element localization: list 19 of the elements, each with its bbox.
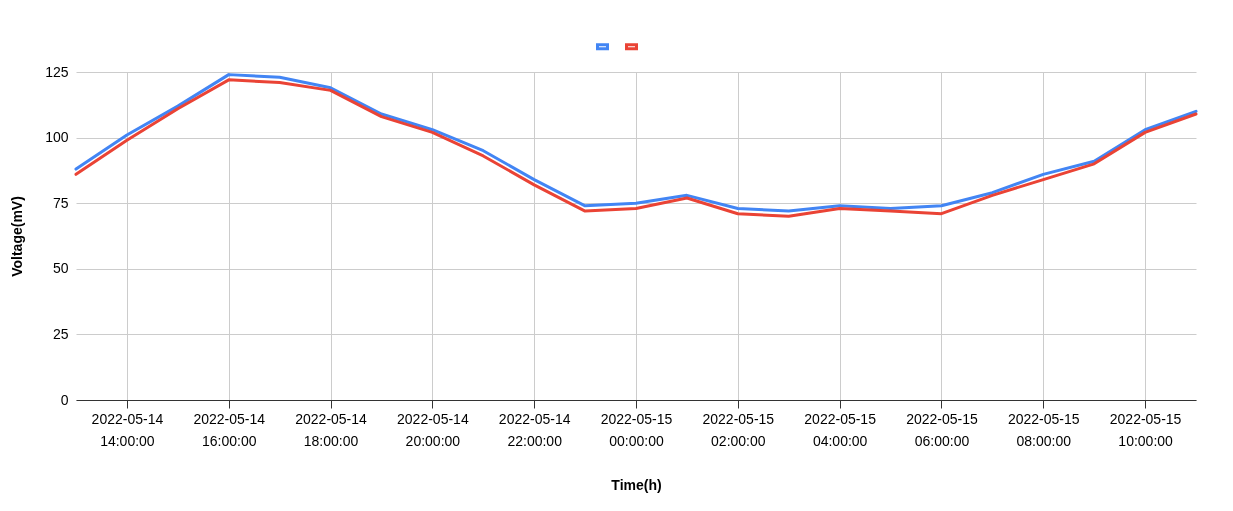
y-axis-title: Voltage(mV) bbox=[9, 196, 26, 277]
y-tick-label: 75 bbox=[52, 194, 69, 211]
x-tick-label: 2022-05-15 04:00:00 bbox=[804, 410, 877, 449]
x-tick-label: 2022-05-15 00:00:00 bbox=[600, 410, 673, 449]
x-tick-label: 2022-05-14 22:00:00 bbox=[498, 410, 571, 449]
x-tick-label: 2022-05-15 08:00:00 bbox=[1007, 410, 1080, 449]
x-tick-label: 2022-05-14 18:00:00 bbox=[295, 410, 368, 449]
x-tick-label: 2022-05-14 14:00:00 bbox=[91, 410, 164, 449]
y-tick-label: 100 bbox=[45, 129, 69, 146]
y-tick-label: 0 bbox=[60, 391, 69, 408]
y-tick-label: 25 bbox=[52, 325, 69, 342]
y-tick-label: 125 bbox=[45, 63, 69, 80]
x-tick-label: 2022-05-14 20:00:00 bbox=[397, 410, 469, 449]
x-tick-label: 2022-05-14 16:00:00 bbox=[193, 410, 266, 449]
x-axis-title: Time(h) bbox=[611, 476, 662, 493]
x-tick-label: 2022-05-15 06:00:00 bbox=[906, 410, 978, 449]
x-tick-label: 2022-05-15 10:00:00 bbox=[1109, 410, 1182, 449]
y-tick-label: 50 bbox=[52, 260, 69, 277]
x-tick-label: 2022-05-15 02:00:00 bbox=[702, 410, 775, 449]
